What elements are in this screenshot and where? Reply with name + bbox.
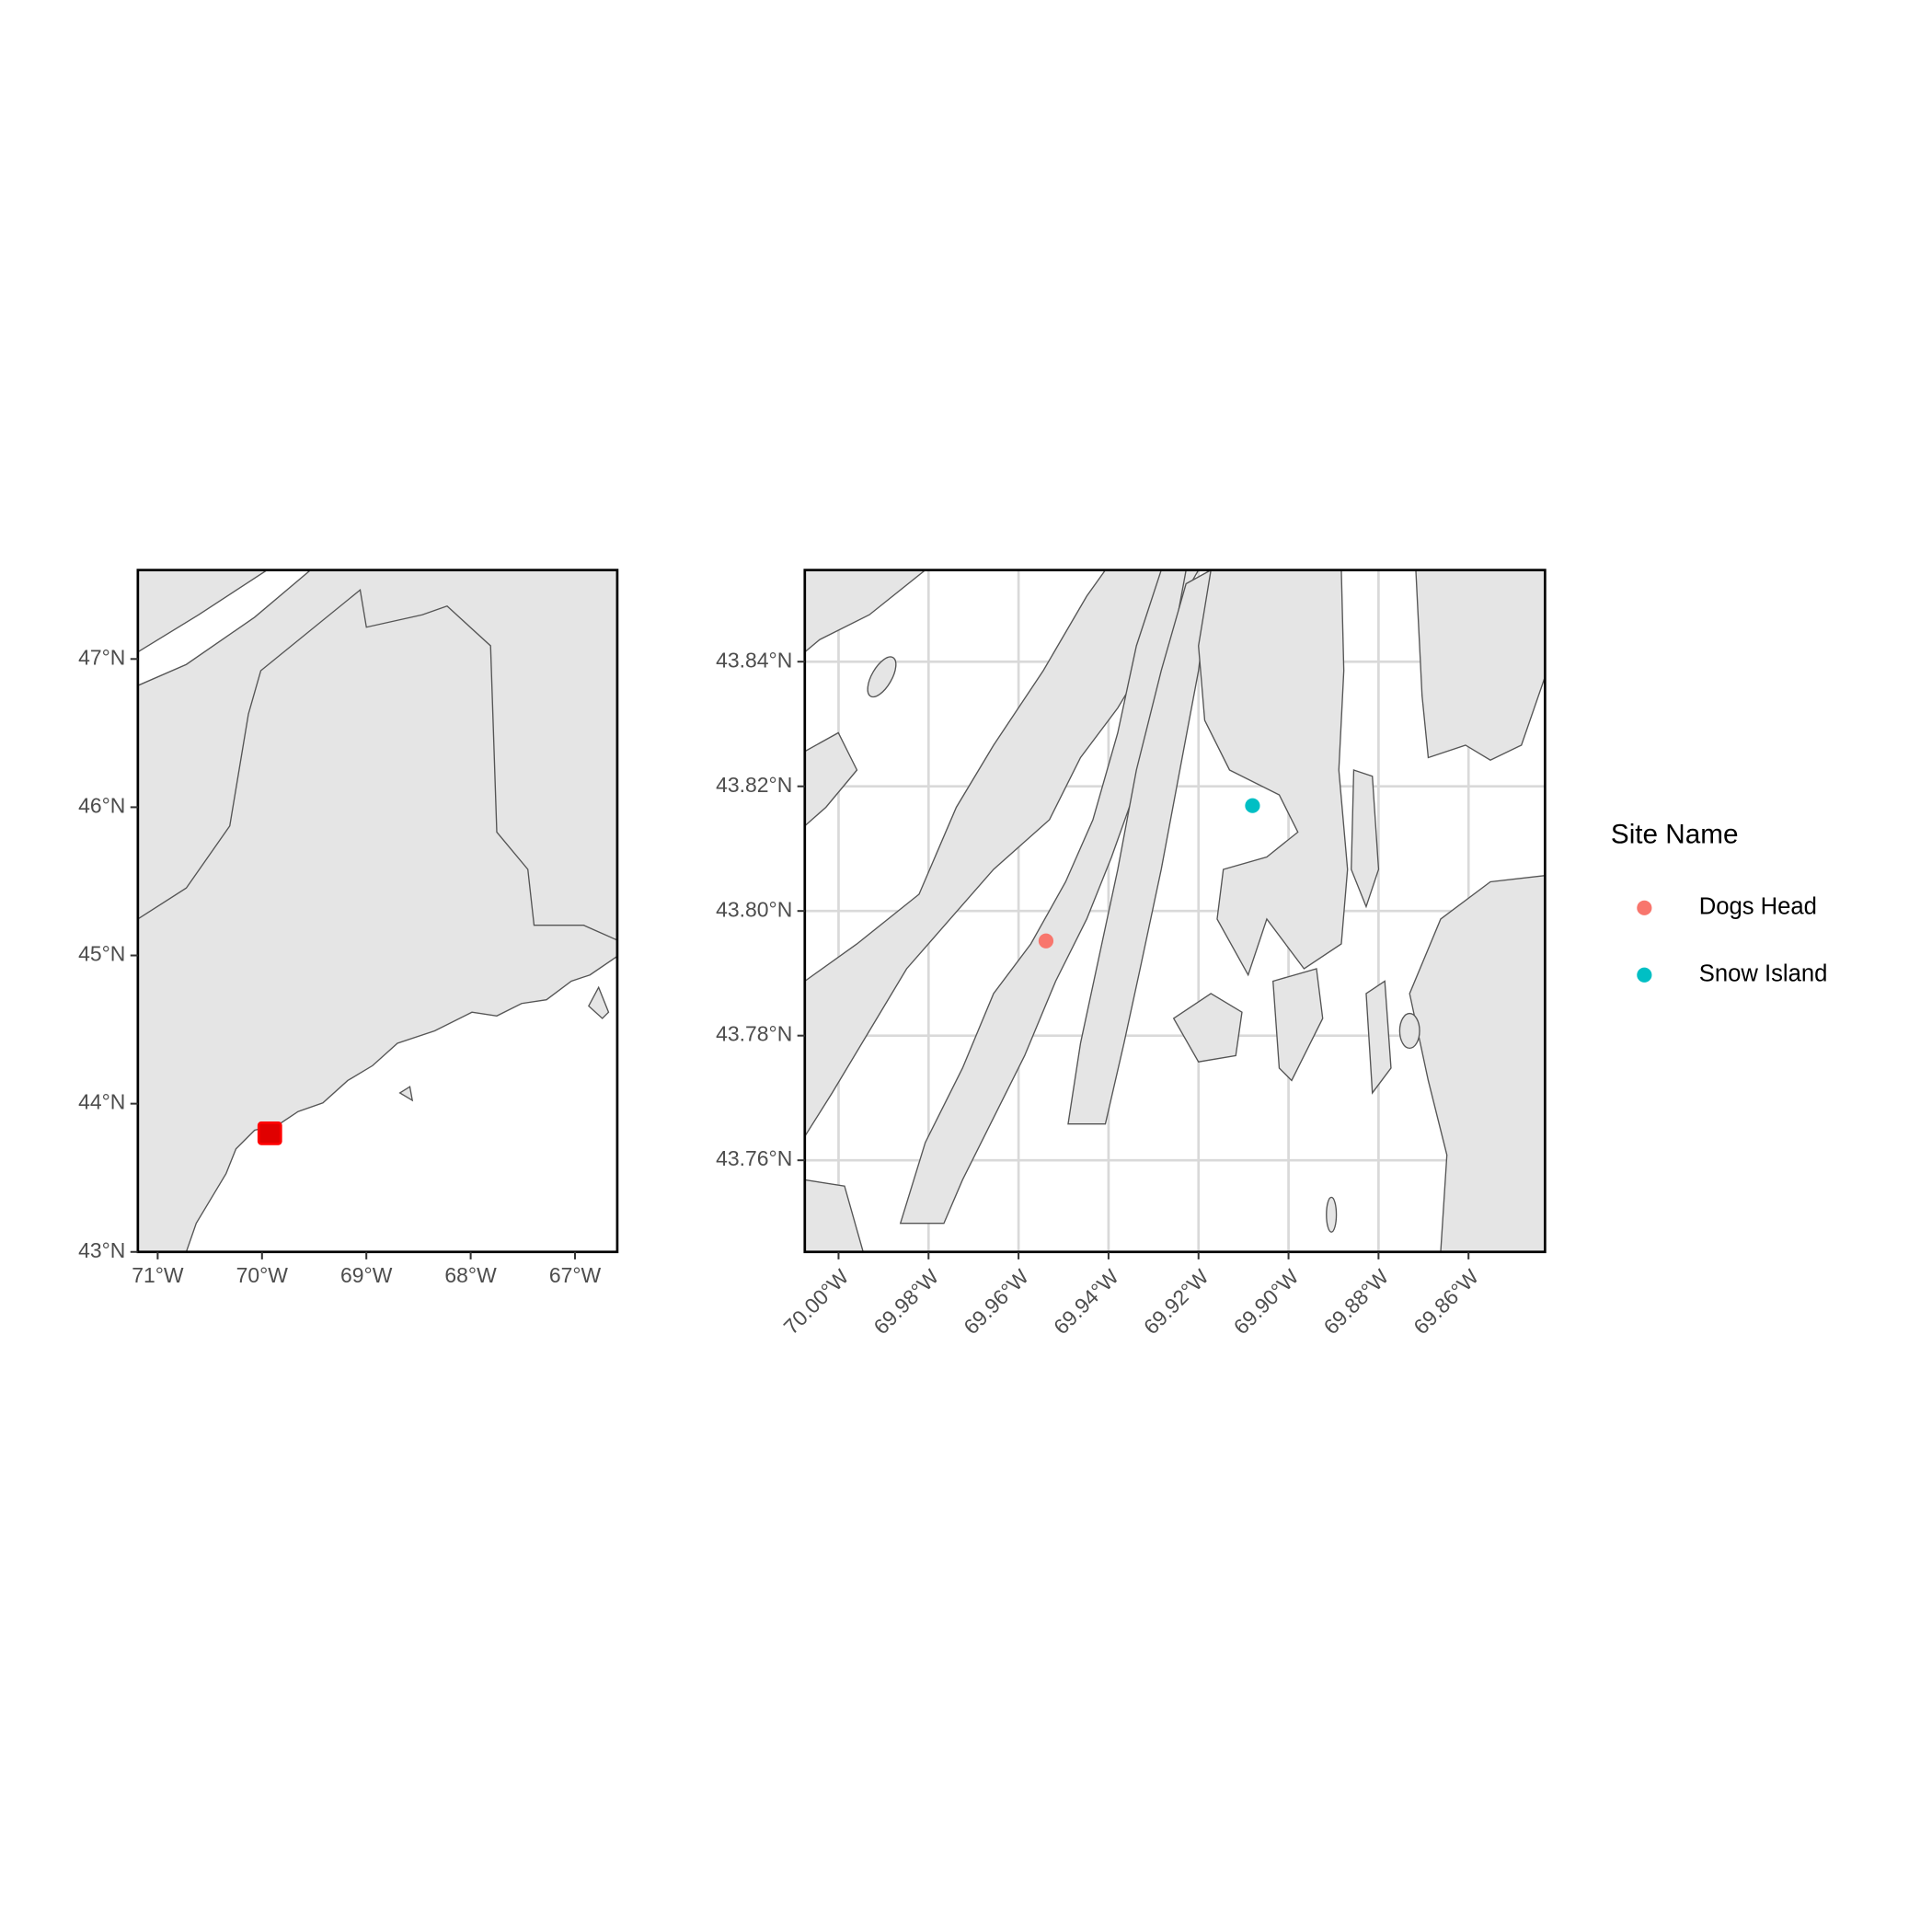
panel-frame <box>136 569 619 1254</box>
y-tick-label: 43.80°N <box>716 897 792 921</box>
land-layer <box>804 569 1546 1252</box>
marks <box>257 1121 282 1145</box>
island <box>867 656 897 698</box>
island <box>588 985 610 1019</box>
site-point <box>1245 798 1260 813</box>
land <box>1172 993 1243 1063</box>
inset-extent <box>257 1121 282 1145</box>
axes: 71°W 70°W 69°W 68°W 67°W 43°N 44°N 45°N 46°N 47°N <box>78 645 601 1286</box>
sea <box>185 955 617 1252</box>
land <box>1415 569 1546 761</box>
x-tick-label: 71°W <box>132 1263 184 1287</box>
land <box>804 1179 864 1252</box>
land <box>1351 769 1380 909</box>
y-tick-label: 43.82°N <box>716 773 792 797</box>
marks <box>1038 798 1260 949</box>
river <box>137 569 312 686</box>
legend: Site Name Dogs Head Snow Island <box>1611 819 1827 986</box>
land <box>804 569 926 653</box>
legend-label: Dogs Head <box>1699 894 1817 920</box>
land <box>899 569 1187 1225</box>
land <box>1271 968 1324 1082</box>
y-tick-label: 44°N <box>78 1090 125 1114</box>
site-point <box>1038 933 1054 949</box>
y-tick-label: 43.76°N <box>716 1146 792 1170</box>
y-tick-label: 46°N <box>78 793 125 817</box>
x-tick-label: 67°W <box>549 1263 602 1287</box>
land <box>1198 569 1349 977</box>
legend-label: Snow Island <box>1699 960 1828 986</box>
x-tick-label: 68°W <box>444 1263 497 1287</box>
island <box>1398 1012 1420 1050</box>
x-tick-label: 69°W <box>340 1263 393 1287</box>
legend-key <box>1637 900 1652 915</box>
y-tick-label: 47°N <box>78 645 125 669</box>
land <box>804 731 858 827</box>
land <box>1067 569 1212 1125</box>
border <box>137 588 617 941</box>
land-layer <box>137 569 617 1252</box>
land <box>1365 980 1392 1095</box>
legend-title: Site Name <box>1611 819 1739 849</box>
land <box>1409 875 1546 1252</box>
island <box>398 1086 414 1102</box>
legend-key <box>1637 967 1652 983</box>
y-tick-label: 45°N <box>78 942 125 966</box>
island <box>1326 1196 1338 1233</box>
x-tick-label: 70°W <box>236 1263 289 1287</box>
y-tick-label: 43.84°N <box>716 648 792 672</box>
y-tick-label: 43.78°N <box>716 1022 792 1046</box>
y-tick-label: 43°N <box>78 1238 125 1262</box>
